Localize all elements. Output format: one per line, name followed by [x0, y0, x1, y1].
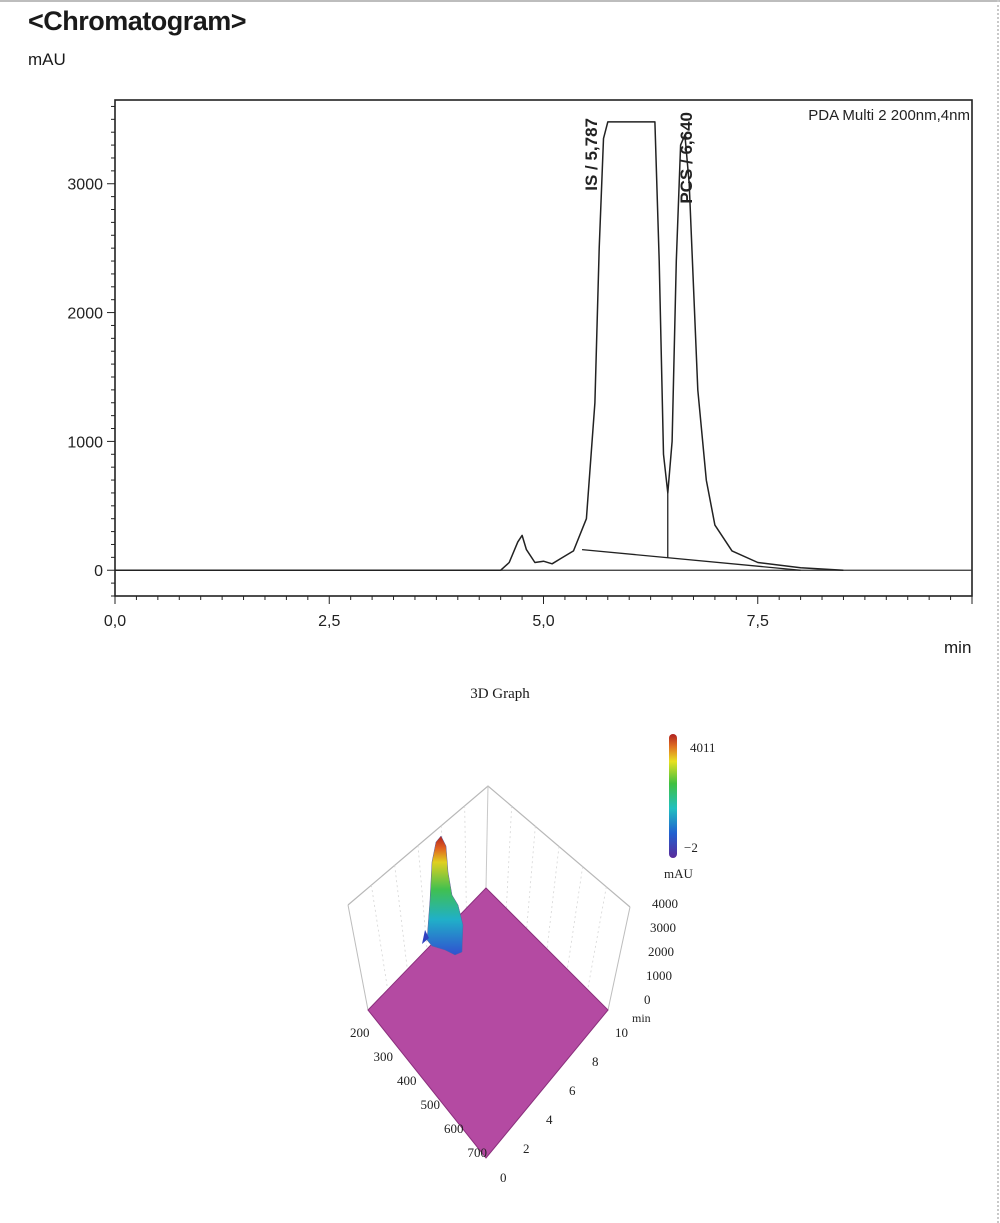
z-tick-label: 3000	[650, 920, 676, 935]
y-tick-label: 2000	[67, 306, 103, 323]
axis-ticks: 0,0 2,5 5,0 7,5 0 1000 2000 3000 PDA Multi 2 200…	[67, 105, 973, 630]
wavelength-tick-label: 200	[350, 1025, 370, 1040]
y-tick-label: 1000	[67, 434, 103, 451]
time-tick-label: 4	[546, 1112, 553, 1127]
wavelength-tick-label: 700	[468, 1145, 488, 1160]
x-tick-label: 0,0	[104, 613, 126, 630]
colorbar-unit-label: mAU	[664, 866, 694, 881]
time-tick-label: 10	[615, 1025, 628, 1040]
box-left-edge	[347, 904, 369, 1011]
time-unit-label: min	[632, 1011, 651, 1025]
wavelength-tick-label: 300	[374, 1049, 394, 1064]
surface-floor	[367, 887, 609, 1159]
wall-grid-line	[505, 806, 513, 909]
wavelength-tick-label: 500	[421, 1097, 441, 1112]
wall-grid-line	[464, 805, 467, 909]
surface-peak	[426, 835, 464, 956]
graph3d-title: 3D Graph	[470, 686, 530, 702]
z-tick-label: 4000	[652, 896, 678, 911]
right-border	[997, 0, 999, 1223]
y-tick-label: 0	[94, 563, 103, 580]
z-tick-label: 2000	[648, 944, 674, 959]
wall-grid-line	[587, 886, 607, 990]
legend-label: PDA Multi 2 200nm,4nm	[808, 107, 970, 124]
z-tick-label: 0	[644, 992, 651, 1007]
y-axis-unit: mAU	[28, 50, 66, 69]
peak-labels: IS / 5,787 PCS / 6,640	[582, 112, 696, 204]
chromatogram-plot: 0,0 2,5 5,0 7,5 0 1000 2000 3000 PDA Multi 2 200…	[67, 99, 973, 630]
time-tick-label: 2	[523, 1141, 530, 1156]
y-tick-label: 3000	[67, 177, 103, 194]
wall-grid-line	[546, 846, 560, 950]
x-tick-label: 5,0	[532, 613, 554, 630]
chart-title: <Chromatogram>	[28, 6, 247, 36]
x-tick-label: 2,5	[318, 613, 340, 630]
box-back-edge	[485, 785, 489, 889]
time-tick-label: 0	[500, 1170, 507, 1185]
top-border	[0, 0, 1000, 2]
graph3d-colorbar: 4011 −2 mAU	[664, 734, 716, 881]
graph3d-surface	[367, 835, 609, 1159]
wall-grid-line	[566, 866, 584, 970]
time-tick-label: 8	[592, 1054, 599, 1069]
colorbar-max-label: 4011	[690, 740, 716, 755]
wavelength-tick-label: 400	[397, 1073, 417, 1088]
z-tick-label: 1000	[646, 968, 672, 983]
peak-label: IS / 5,787	[582, 118, 601, 191]
time-tick-label: 6	[569, 1083, 576, 1098]
graph3d-box	[347, 785, 631, 1011]
integration-baseline	[582, 548, 801, 571]
wall-grid-line	[394, 865, 408, 970]
x-tick-label: 7,5	[747, 613, 769, 630]
peak-label: PCS / 6,640	[677, 112, 696, 204]
surface-small-peak	[422, 930, 429, 944]
signal-trace	[115, 121, 844, 571]
wavelength-tick-label: 600	[444, 1121, 464, 1136]
x-axis-unit: min	[944, 638, 972, 657]
series-lines	[115, 121, 844, 571]
colorbar	[669, 734, 677, 858]
wall-grid-line	[526, 826, 536, 929]
colorbar-min-label: −2	[684, 840, 698, 855]
box-right-edge	[607, 906, 631, 1011]
wall-grid-line	[370, 885, 389, 990]
box-top-edges	[347, 785, 631, 908]
